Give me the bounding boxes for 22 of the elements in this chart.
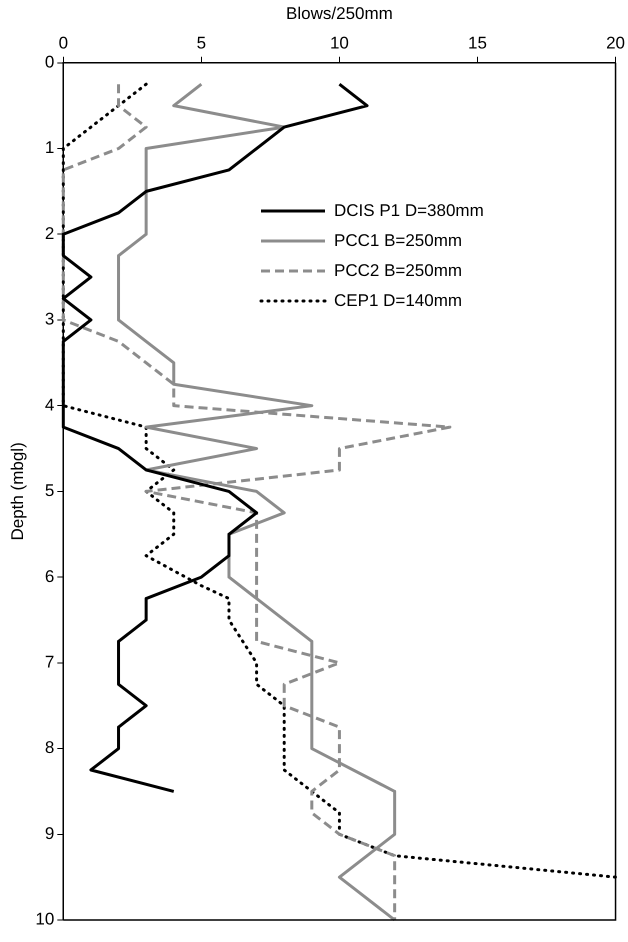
- y-tick-label: 0: [44, 52, 54, 72]
- x-tick-label: 10: [330, 33, 349, 52]
- y-tick-label: 8: [44, 738, 54, 758]
- y-tick-label: 9: [44, 824, 54, 843]
- y-tick-label: 10: [35, 910, 54, 929]
- y-tick-label: 1: [44, 138, 54, 158]
- x-tick-label: 5: [196, 33, 206, 52]
- legend-label: DCIS P1 D=380mm: [334, 201, 484, 221]
- y-tick-label: 3: [44, 310, 54, 329]
- y-tick-label: 7: [44, 652, 54, 672]
- legend-label: PCC1 B=250mm: [334, 231, 462, 251]
- y-tick-label: 4: [44, 395, 54, 414]
- legend-label: PCC2 B=250mm: [334, 261, 462, 281]
- x-tick-label: 20: [606, 33, 626, 52]
- x-axis-title: Blows/250mm: [286, 4, 393, 23]
- y-tick-label: 6: [44, 566, 54, 586]
- y-axis-title: Depth (mbgl): [8, 442, 27, 541]
- x-tick-label: 15: [468, 33, 487, 52]
- y-tick-label: 5: [44, 481, 54, 500]
- y-tick-label: 2: [44, 224, 54, 243]
- legend-label: CEP1 D=140mm: [334, 291, 462, 311]
- x-tick-label: 0: [58, 33, 68, 52]
